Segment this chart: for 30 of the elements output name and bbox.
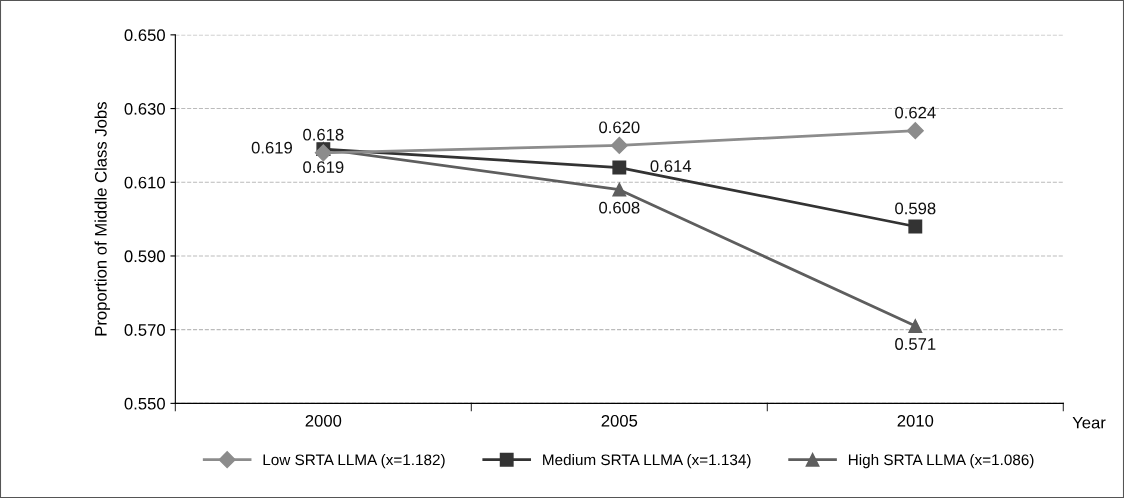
legend-label: High SRTA LLMA (x=1.086) — [848, 453, 1034, 469]
data-label: 0.571 — [895, 338, 936, 350]
point — [612, 160, 627, 175]
data-label: 0.598 — [895, 202, 936, 215]
data-label: 0.608 — [599, 201, 640, 214]
point — [610, 136, 628, 154]
x-tick-label: 2005 — [601, 414, 638, 427]
point — [906, 122, 924, 140]
legend-label: Medium SRTA LLMA (x=1.134) — [543, 453, 751, 469]
y-tick-label: 0.650 — [124, 29, 165, 42]
point — [314, 144, 332, 162]
y-tick-label: 0.570 — [124, 324, 165, 336]
y-tick-label: 0.550 — [124, 397, 165, 410]
y-tick-label: 0.590 — [124, 250, 165, 263]
y-tick-label: 0.630 — [124, 102, 165, 115]
point — [908, 319, 923, 333]
point — [908, 219, 923, 234]
data-label: 0.620 — [599, 121, 640, 134]
data-label: 0.624 — [895, 106, 936, 119]
point — [612, 182, 627, 197]
legend-label: Low SRTA LLMA (x=1.182) — [263, 453, 445, 469]
data-label: 0.619 — [303, 161, 344, 174]
x-tick-label: 2000 — [305, 414, 342, 427]
x-axis-title: Year — [1072, 416, 1106, 429]
data-label: 0.614 — [650, 160, 692, 172]
data-label: 0.618 — [303, 128, 344, 141]
x-tick-label: 2010 — [897, 414, 934, 427]
y-tick-label: 0.610 — [124, 176, 165, 189]
data-label: 0.619 — [251, 141, 292, 154]
y-axis-title: Proportion of Middle Class Jobs — [94, 102, 111, 336]
